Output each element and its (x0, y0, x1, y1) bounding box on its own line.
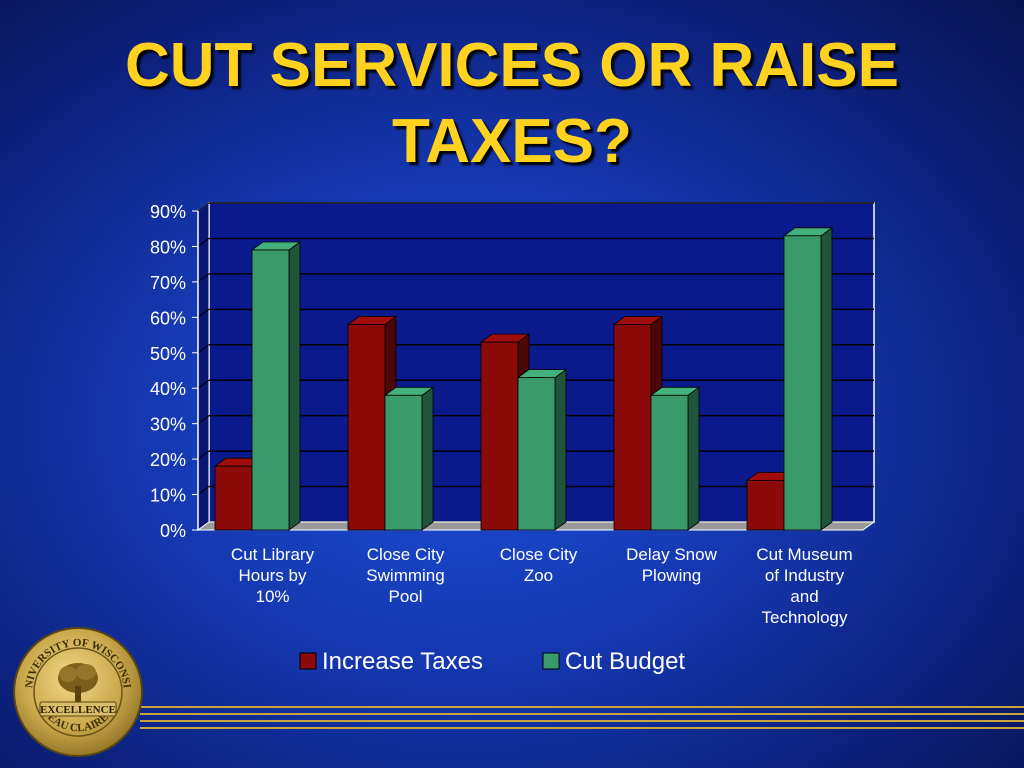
bar-cut-budget (251, 249, 290, 531)
bar-increase-taxes (746, 479, 785, 531)
x-category-label: Close City (367, 545, 445, 564)
gridline-side (197, 450, 210, 460)
bar-cut-budget (517, 377, 556, 531)
legend-swatch (542, 652, 560, 670)
x-category-label: Zoo (524, 566, 553, 585)
x-category-label: Hours by (238, 566, 307, 585)
bar-increase-taxes (613, 324, 652, 531)
gridline-side (197, 379, 210, 389)
y-tick-label: 50% (150, 344, 186, 364)
x-category-label: of Industry (765, 566, 845, 585)
university-seal-logo: UNIVERSITY OF WISCONSIN EAU CLAIRE EXCEL… (12, 626, 143, 757)
gridline-side (197, 415, 210, 425)
bar-increase-taxes (214, 465, 253, 531)
x-category-label: Cut Museum (756, 545, 852, 564)
title-line-1: CUT SERVICES OR RAISE (124, 31, 899, 100)
y-tick-label: 60% (150, 308, 186, 328)
bar-side (820, 227, 833, 531)
y-tick-label: 0% (160, 521, 186, 541)
bar-side (288, 241, 301, 531)
decorative-stripe (140, 713, 1024, 715)
y-tick-label: 30% (150, 415, 186, 435)
x-category-label: Close City (500, 545, 578, 564)
bar-increase-taxes (347, 324, 386, 531)
gridline-side (197, 202, 210, 212)
svg-text:EXCELLENCE: EXCELLENCE (40, 704, 116, 716)
bar-cut-budget (384, 394, 423, 531)
x-category-label: Swimming (366, 566, 444, 585)
y-tick-label: 70% (150, 273, 186, 293)
x-category-label: Cut Library (231, 545, 315, 564)
slide-title: CUT SERVICES OR RAISE TAXES? (0, 28, 1024, 180)
decorative-stripe (140, 720, 1024, 722)
y-tick-label: 20% (150, 450, 186, 470)
x-category-label: Pool (388, 587, 422, 606)
x-category-label: Delay Snow (626, 545, 717, 564)
y-tick-label: 10% (150, 486, 186, 506)
legend-swatch (299, 652, 317, 670)
gridline-side (197, 308, 210, 318)
bar-side (554, 368, 567, 531)
bar-increase-taxes (480, 341, 519, 531)
decorative-stripe (140, 706, 1024, 708)
title-line-2: TAXES? (392, 107, 632, 176)
legend-label: Increase Taxes (322, 648, 483, 675)
bar-side (687, 386, 700, 531)
decorative-stripe (140, 727, 1024, 729)
gridline-side (197, 486, 210, 495)
bar-side (421, 386, 434, 531)
x-category-label: 10% (255, 587, 289, 606)
bar-cut-budget (783, 235, 822, 531)
gridline-side (197, 344, 210, 354)
bar-cut-budget (650, 394, 689, 531)
plot-side-wall (197, 202, 210, 531)
y-tick-label: 40% (150, 379, 186, 399)
gridline-side (197, 238, 210, 247)
legend-label: Cut Budget (565, 648, 685, 675)
y-tick-label: 80% (150, 237, 186, 257)
x-category-label: Plowing (642, 566, 702, 585)
x-category-label: and (790, 587, 818, 606)
gridline-side (197, 273, 210, 283)
x-category-label: Technology (761, 608, 848, 627)
y-tick-label: 90% (150, 202, 186, 222)
